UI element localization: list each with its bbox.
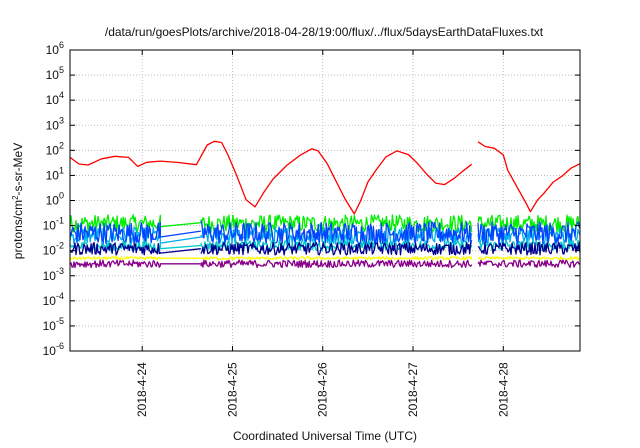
y-tick-label-base: 10 (43, 219, 57, 233)
y-tick-label: 10-3 (43, 266, 64, 283)
y-tick-label: 104 (46, 90, 64, 107)
y-tick-label-base: 10 (46, 118, 60, 132)
series-layer (69, 140, 581, 269)
y-tick-label-exp: -6 (56, 341, 64, 351)
series-line (477, 141, 581, 213)
y-tick-label: 103 (46, 115, 64, 132)
y-tick-label-base: 10 (43, 344, 57, 358)
y-tick-label-base: 10 (46, 168, 60, 182)
x-tick-label: 2018-4-24 (135, 362, 149, 417)
y-axis-label-sup: 2 (11, 195, 20, 200)
y-tick-label: 101 (46, 165, 64, 182)
y-tick-label: 102 (46, 140, 64, 157)
chart-title: /data/run/goesPlots/archive/2018-04-28/1… (105, 25, 544, 39)
y-tick-label-base: 10 (43, 269, 57, 283)
y-tick-label-exp: 6 (59, 40, 64, 50)
series-line (69, 259, 581, 269)
y-tick-label: 10-5 (43, 316, 64, 333)
y-tick-label-exp: -2 (56, 241, 64, 251)
y-tick-label: 10-1 (43, 216, 64, 233)
y-tick-label-base: 10 (46, 43, 60, 57)
y-tick-label-exp: -3 (56, 266, 64, 276)
x-tick-label: 2018-4-28 (496, 362, 510, 417)
y-tick-label-exp: -1 (56, 216, 64, 226)
y-tick-label-base: 10 (43, 319, 57, 333)
x-tick-label: 2018-4-27 (406, 362, 420, 417)
y-tick-label-base: 10 (43, 294, 57, 308)
y-tick-label-base: 10 (43, 244, 57, 258)
y-tick-label: 10-6 (43, 341, 64, 358)
y-tick-label: 106 (46, 40, 64, 57)
y-axis: 10-610-510-410-310-210-11001011021031041… (43, 40, 580, 358)
y-tick-label-base: 10 (46, 68, 60, 82)
y-tick-label-base: 10 (46, 93, 60, 107)
y-tick-label-exp: -4 (56, 291, 64, 301)
y-axis-label-prefix: protons/cm (11, 200, 25, 259)
y-tick-label: 100 (46, 191, 64, 208)
y-tick-label: 10-2 (43, 241, 64, 258)
y-tick-label-exp: 0 (59, 191, 64, 201)
y-axis-label-suffix: -s-sr-MeV (11, 143, 25, 196)
y-tick-label: 10-4 (43, 291, 64, 308)
y-tick-label-exp: 1 (59, 165, 64, 175)
y-tick-label-exp: 2 (59, 140, 64, 150)
x-axis: 2018-4-24 2018-4-25 2018-4-26 2018-4-27 2018… (135, 50, 510, 417)
series-line (69, 220, 581, 246)
x-tick-label: 2018-4-26 (316, 362, 330, 417)
y-tick-label-exp: 5 (59, 65, 64, 75)
y-tick-label-exp: 3 (59, 115, 64, 125)
x-axis-label: Coordinated Universal Time (UTC) (233, 429, 417, 443)
y-tick-label-exp: -5 (56, 316, 64, 326)
y-axis-label: protons/cm2-s-sr-MeV (11, 143, 25, 259)
series-line (69, 256, 581, 261)
y-tick-label-base: 10 (46, 194, 60, 208)
y-tick-label-base: 10 (46, 143, 60, 157)
x-tick-label: 2018-4-25 (225, 362, 239, 417)
y-tick-label-exp: 4 (59, 90, 64, 100)
y-tick-label: 105 (46, 65, 64, 82)
series-line (69, 140, 473, 215)
series-line (69, 241, 581, 256)
grid-lines (70, 50, 580, 351)
